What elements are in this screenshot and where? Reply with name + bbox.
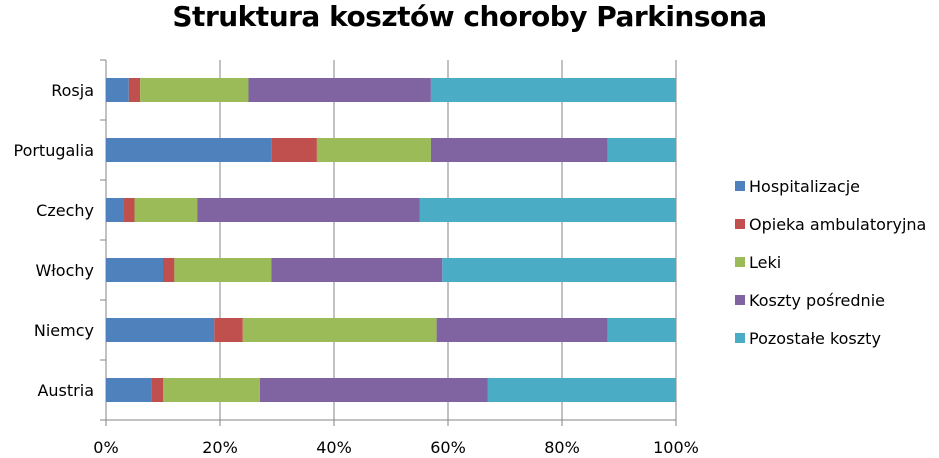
bar-segment [106, 378, 152, 402]
bar-segment [163, 258, 175, 282]
legend-label: Hospitalizacje [749, 177, 860, 196]
bar-segment [106, 258, 163, 282]
legend-swatch [735, 219, 745, 229]
bar-segment [163, 378, 260, 402]
category-label: Włochy [35, 261, 94, 280]
bar-segment [607, 318, 676, 342]
x-tick-label: 40% [316, 438, 352, 457]
x-tick-label: 100% [653, 438, 699, 457]
bar-segment [128, 78, 141, 102]
category-label: Niemcy [34, 321, 94, 340]
bar-segment [419, 198, 676, 222]
bar-segment [607, 138, 676, 162]
bar-segment [242, 318, 437, 342]
bar-segment [106, 318, 215, 342]
category-label: Czechy [36, 201, 94, 220]
bar-segment [151, 378, 163, 402]
legend-swatch [735, 333, 745, 343]
bar-segment [140, 78, 249, 102]
bar-segment [259, 378, 488, 402]
category-label: Rosja [51, 81, 94, 100]
bar-segment [214, 318, 243, 342]
bar-segment [248, 78, 431, 102]
bar-segment [134, 198, 198, 222]
legend-swatch [735, 295, 745, 305]
bar-segment [106, 198, 124, 222]
legend-label: Opieka ambulatoryjna [749, 215, 926, 234]
bar-segment [316, 138, 431, 162]
bar-segment [106, 138, 272, 162]
category-label: Austria [37, 381, 94, 400]
bar-segment [271, 258, 443, 282]
bar-segment [123, 198, 135, 222]
bar-segment [430, 78, 676, 102]
chart-title: Struktura kosztów choroby Parkinsona [172, 0, 767, 33]
x-tick-label: 60% [430, 438, 466, 457]
bar-segment [430, 138, 608, 162]
bar-segment [442, 258, 676, 282]
bar-segment [487, 378, 676, 402]
legend-label: Koszty pośrednie [749, 291, 885, 310]
bar-segment [197, 198, 420, 222]
legend-label: Leki [749, 253, 781, 272]
category-label: Portugalia [13, 141, 94, 160]
legend-label: Pozostałe koszty [749, 329, 881, 348]
bar-segment [106, 78, 129, 102]
bar-segment [271, 138, 317, 162]
x-tick-label: 20% [202, 438, 238, 457]
x-tick-label: 0% [93, 438, 118, 457]
legend-swatch [735, 257, 745, 267]
x-tick-label: 80% [544, 438, 580, 457]
bar-segment [174, 258, 272, 282]
legend-swatch [735, 181, 745, 191]
bar-segment [436, 318, 608, 342]
